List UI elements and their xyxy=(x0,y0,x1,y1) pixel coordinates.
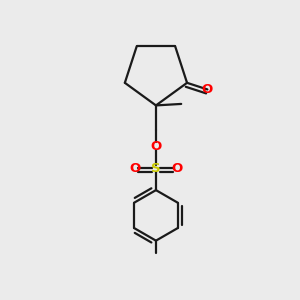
Text: O: O xyxy=(129,162,140,175)
Text: O: O xyxy=(202,83,213,96)
Text: S: S xyxy=(151,162,161,175)
Text: O: O xyxy=(150,140,162,153)
Text: O: O xyxy=(172,162,183,175)
